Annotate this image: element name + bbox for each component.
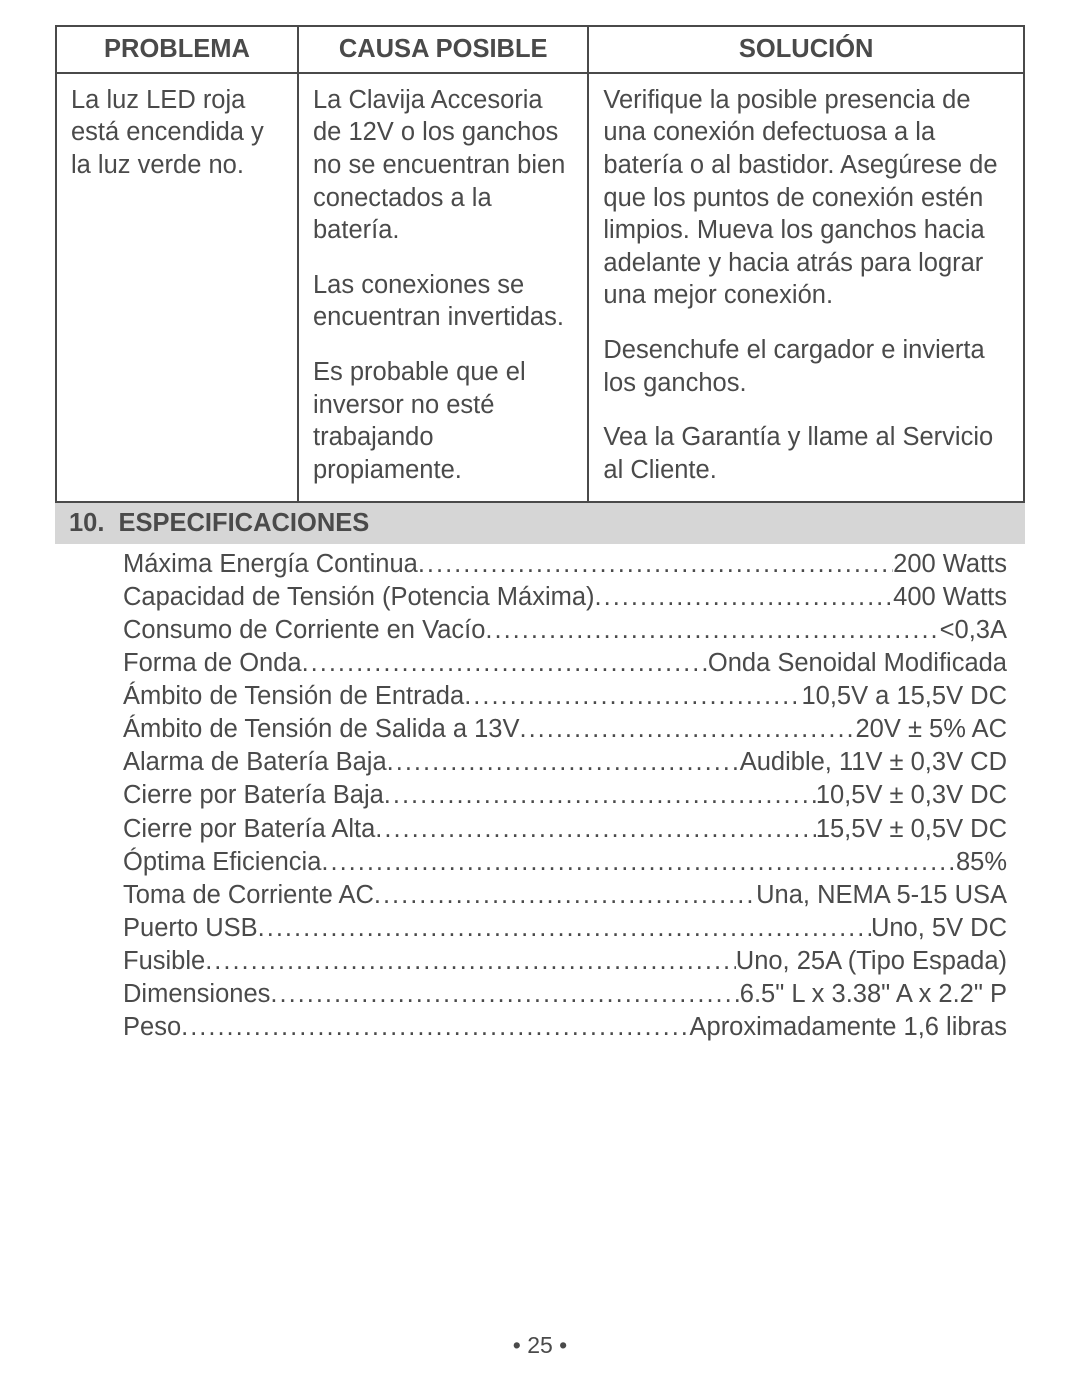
spec-value: Audible, 11V ± 0,3V CD xyxy=(740,746,1007,779)
manual-page: PROBLEMA CAUSA POSIBLE SOLUCIÓN La luz L… xyxy=(0,0,1080,1397)
solution-text: Vea la Garantía y llame al Servicio al C… xyxy=(603,421,1009,486)
spec-label: Ámbito de Tensión de Salida a 13V xyxy=(123,713,519,746)
spec-value: 400 Watts xyxy=(893,581,1007,614)
spec-label: Cierre por Batería Baja xyxy=(123,779,384,812)
section-title: ESPECIFICACIONES xyxy=(118,509,369,538)
spec-row: Peso Aproximadamente 1,6 libras xyxy=(123,1011,1007,1044)
spec-value: Uno, 25A (Tipo Espada) xyxy=(736,945,1007,978)
spec-row: Forma de Onda Onda Senoidal Modificada xyxy=(123,647,1007,680)
spec-value: Uno, 5V DC xyxy=(871,912,1007,945)
spec-label: Óptima Eficiencia xyxy=(123,846,321,879)
spec-leader xyxy=(418,548,893,581)
spec-leader xyxy=(464,680,801,713)
troubleshoot-table: PROBLEMA CAUSA POSIBLE SOLUCIÓN La luz L… xyxy=(55,25,1025,503)
spec-value: 10,5V a 15,5V DC xyxy=(801,680,1007,713)
spec-leader xyxy=(384,779,816,812)
spec-label: Puerto USB xyxy=(123,912,258,945)
section-header: 10. ESPECIFICACIONES xyxy=(55,503,1025,544)
spec-row: Máxima Energía Continua 200 Watts xyxy=(123,548,1007,581)
table-header-row: PROBLEMA CAUSA POSIBLE SOLUCIÓN xyxy=(56,26,1024,73)
spec-label: Alarma de Batería Baja xyxy=(123,746,387,779)
spec-value: <0,3A xyxy=(940,614,1007,647)
spec-leader xyxy=(181,1011,689,1044)
spec-label: Ámbito de Tensión de Entrada xyxy=(123,680,464,713)
spec-leader xyxy=(321,846,956,879)
spec-row: Cierre por Batería Baja 10,5V ± 0,3V DC xyxy=(123,779,1007,812)
spec-value: 20V ± 5% AC xyxy=(856,713,1008,746)
cell-solution: Verifique la posible presencia de una co… xyxy=(588,73,1024,502)
spec-row: Óptima Eficiencia 85% xyxy=(123,846,1007,879)
spec-leader xyxy=(258,912,871,945)
cell-problem: La luz LED roja está encendida y la luz … xyxy=(56,73,298,502)
spec-row: Ámbito de Tensión de Salida a 13V 20V ± … xyxy=(123,713,1007,746)
spec-leader xyxy=(387,746,740,779)
spec-label: Máxima Energía Continua xyxy=(123,548,418,581)
spec-value: Onda Senoidal Modificada xyxy=(708,647,1007,680)
spec-label: Cierre por Batería Alta xyxy=(123,813,375,846)
spec-value: 15,5V ± 0,5V DC xyxy=(816,813,1007,846)
col-header-problem: PROBLEMA xyxy=(56,26,298,73)
spec-label: Capacidad de Tensión (Potencia Máxima) xyxy=(123,581,595,614)
table-row: La luz LED roja está encendida y la luz … xyxy=(56,73,1024,502)
spec-leader xyxy=(375,813,816,846)
page-number: • 25 • xyxy=(0,1332,1080,1359)
spec-label: Consumo de Corriente en Vacío xyxy=(123,614,485,647)
spec-leader xyxy=(302,647,708,680)
spec-leader xyxy=(595,581,894,614)
spec-value: 85% xyxy=(956,846,1007,879)
spec-value: 6.5" L x 3.38" A x 2.2" P xyxy=(740,978,1007,1011)
spec-value: 10,5V ± 0,3V DC xyxy=(816,779,1007,812)
spec-row: Cierre por Batería Alta 15,5V ± 0,5V DC xyxy=(123,813,1007,846)
spec-label: Peso xyxy=(123,1011,181,1044)
spec-value: 200 Watts xyxy=(893,548,1007,581)
spec-leader xyxy=(485,614,939,647)
spec-leader xyxy=(374,879,756,912)
col-header-solution: SOLUCIÓN xyxy=(588,26,1024,73)
section-number: 10. xyxy=(69,509,104,538)
cause-text: Las conexiones se encuentran invertidas. xyxy=(313,269,573,334)
spec-row: Fusible Uno, 25A (Tipo Espada) xyxy=(123,945,1007,978)
spec-row: Consumo de Corriente en Vacío <0,3A xyxy=(123,614,1007,647)
spec-row: Puerto USB Uno, 5V DC xyxy=(123,912,1007,945)
spec-leader xyxy=(519,713,855,746)
spec-leader xyxy=(270,978,739,1011)
spec-row: Toma de Corriente AC Una, NEMA 5-15 USA xyxy=(123,879,1007,912)
spec-row: Capacidad de Tensión (Potencia Máxima) 40… xyxy=(123,581,1007,614)
solution-text: Verifique la posible presencia de una co… xyxy=(603,84,1009,312)
spec-label: Toma de Corriente AC xyxy=(123,879,374,912)
spec-label: Dimensiones xyxy=(123,978,270,1011)
col-header-cause: CAUSA POSIBLE xyxy=(298,26,588,73)
spec-label: Fusible xyxy=(123,945,205,978)
spec-value: Una, NEMA 5-15 USA xyxy=(756,879,1007,912)
spec-label: Forma de Onda xyxy=(123,647,302,680)
cause-text: La Clavija Accesoria de 12V o los gancho… xyxy=(313,84,573,247)
specs-list: Máxima Energía Continua 200 Watts Capacid… xyxy=(55,544,1025,1045)
solution-text: Desenchufe el cargador e invierta los ga… xyxy=(603,334,1009,399)
cause-text: Es probable que el inversor no esté trab… xyxy=(313,356,573,487)
cell-cause: La Clavija Accesoria de 12V o los gancho… xyxy=(298,73,588,502)
spec-value: Aproximadamente 1,6 libras xyxy=(690,1011,1008,1044)
spec-row: Alarma de Batería Baja Audible, 11V ± 0,3… xyxy=(123,746,1007,779)
spec-leader xyxy=(205,945,736,978)
spec-row: Ámbito de Tensión de Entrada 10,5V a 15,5… xyxy=(123,680,1007,713)
spec-row: Dimensiones 6.5" L x 3.38" A x 2.2" P xyxy=(123,978,1007,1011)
